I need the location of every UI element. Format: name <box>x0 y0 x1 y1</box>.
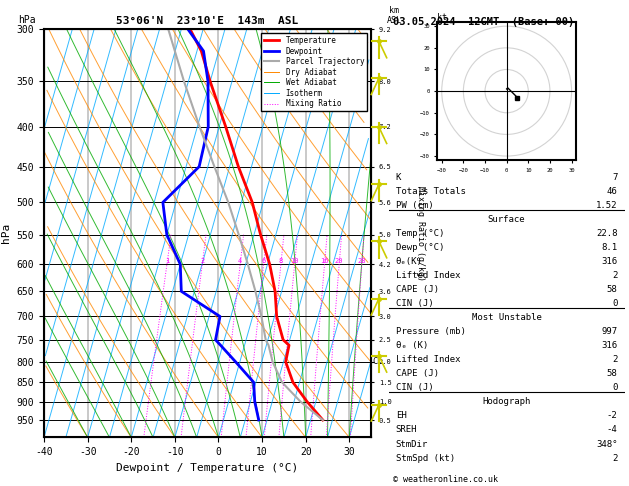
Text: 2: 2 <box>200 258 204 264</box>
Text: © weatheronline.co.uk: © weatheronline.co.uk <box>393 474 498 484</box>
Text: θₑ (K): θₑ (K) <box>396 341 428 350</box>
Text: 7: 7 <box>612 173 618 182</box>
Text: 997: 997 <box>601 327 618 336</box>
Text: 1.52: 1.52 <box>596 201 618 210</box>
Text: CIN (J): CIN (J) <box>396 299 433 308</box>
Text: Temp (°C): Temp (°C) <box>396 229 444 238</box>
Text: Hodograph: Hodograph <box>482 398 531 406</box>
Y-axis label: hPa: hPa <box>1 223 11 243</box>
Legend: Temperature, Dewpoint, Parcel Trajectory, Dry Adiabat, Wet Adiabat, Isotherm, Mi: Temperature, Dewpoint, Parcel Trajectory… <box>261 33 367 111</box>
Text: 0: 0 <box>612 299 618 308</box>
Text: hPa: hPa <box>18 15 35 25</box>
Text: 20: 20 <box>335 258 343 264</box>
Text: kt: kt <box>437 13 447 22</box>
Text: 6: 6 <box>262 258 266 264</box>
Text: 10: 10 <box>291 258 299 264</box>
Text: CAPE (J): CAPE (J) <box>396 285 439 294</box>
Text: 22.8: 22.8 <box>596 229 618 238</box>
Text: 28: 28 <box>358 258 366 264</box>
Text: Totals Totals: Totals Totals <box>396 187 465 196</box>
Text: Dewp (°C): Dewp (°C) <box>396 243 444 252</box>
Text: 2: 2 <box>612 355 618 364</box>
Text: StmSpd (kt): StmSpd (kt) <box>396 453 455 463</box>
Text: 316: 316 <box>601 341 618 350</box>
Text: 8.1: 8.1 <box>601 243 618 252</box>
Text: PW (cm): PW (cm) <box>396 201 433 210</box>
Text: Surface: Surface <box>488 215 525 224</box>
Text: 2: 2 <box>612 271 618 280</box>
Text: -4: -4 <box>607 425 618 434</box>
Text: K: K <box>396 173 401 182</box>
Text: CL: CL <box>372 357 382 366</box>
Text: 8: 8 <box>279 258 283 264</box>
Title: 53°06'N  23°10'E  143m  ASL: 53°06'N 23°10'E 143m ASL <box>116 16 299 26</box>
Text: Lifted Index: Lifted Index <box>396 271 460 280</box>
Text: 316: 316 <box>601 257 618 266</box>
Text: CAPE (J): CAPE (J) <box>396 369 439 379</box>
Text: 348°: 348° <box>596 439 618 449</box>
Text: 4: 4 <box>238 258 242 264</box>
Text: CIN (J): CIN (J) <box>396 383 433 392</box>
Text: 2: 2 <box>612 453 618 463</box>
Text: 0: 0 <box>612 383 618 392</box>
Text: 46: 46 <box>607 187 618 196</box>
Text: θₑ(K): θₑ(K) <box>396 257 423 266</box>
Text: EH: EH <box>396 412 406 420</box>
Text: StmDir: StmDir <box>396 439 428 449</box>
Text: SREH: SREH <box>396 425 417 434</box>
Text: 58: 58 <box>607 369 618 379</box>
Text: Lifted Index: Lifted Index <box>396 355 460 364</box>
X-axis label: Dewpoint / Temperature (°C): Dewpoint / Temperature (°C) <box>116 463 299 473</box>
Text: 1: 1 <box>165 258 169 264</box>
Text: -2: -2 <box>607 412 618 420</box>
Text: 16: 16 <box>320 258 329 264</box>
Text: 58: 58 <box>607 285 618 294</box>
Text: Most Unstable: Most Unstable <box>472 313 542 322</box>
Text: km
ASL: km ASL <box>386 6 401 25</box>
Text: 03.05.2024  12GMT  (Base: 00): 03.05.2024 12GMT (Base: 00) <box>393 17 574 27</box>
Text: Pressure (mb): Pressure (mb) <box>396 327 465 336</box>
Y-axis label: Mixing Ratio (g/kg): Mixing Ratio (g/kg) <box>416 186 425 281</box>
